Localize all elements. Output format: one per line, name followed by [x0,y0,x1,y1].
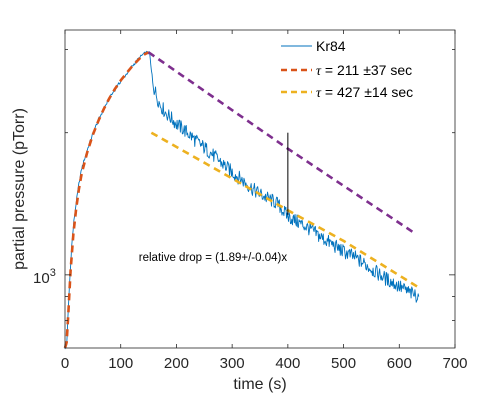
y-tick-base: 10 [33,270,50,287]
legend: Kr84 τ = 211 ±37 sec τ = 427 ±14 sec [281,38,413,101]
x-tick-label-600: 600 [387,355,412,372]
plot-frame [64,29,456,349]
y-tick-label-1000: 103 [33,267,56,287]
x-tick-label-100: 100 [108,355,133,372]
plot-area [65,30,455,348]
series-line-kr84 [64,50,420,350]
legend-label-tau-211: τ = 211 ±37 sec [316,62,412,79]
x-tick-label-0: 0 [61,355,69,372]
annotation-layer: relative drop = (1.89+/-0.04)x [139,132,289,264]
ticks-layer: 0 100 200 300 400 500 600 700 [61,30,468,372]
x-tick-label-700: 700 [442,355,467,372]
x-tick-label-400: 400 [275,355,300,372]
y-axis-label: partial pressure (pTorr) [11,108,28,270]
legend-label-tau-427: τ = 427 ±14 sec [316,84,413,101]
y-tick-exponent: 3 [50,267,56,279]
relative-drop-annotation: relative drop = (1.89+/-0.04)x [139,252,288,264]
x-tick-label-200: 200 [164,355,189,372]
x-tick-label-500: 500 [331,355,356,372]
x-axis-label: time (s) [233,376,286,393]
x-tick-label-300: 300 [220,355,245,372]
series-line-tau-211 [63,51,150,349]
legend-label-kr84: Kr84 [316,38,346,54]
